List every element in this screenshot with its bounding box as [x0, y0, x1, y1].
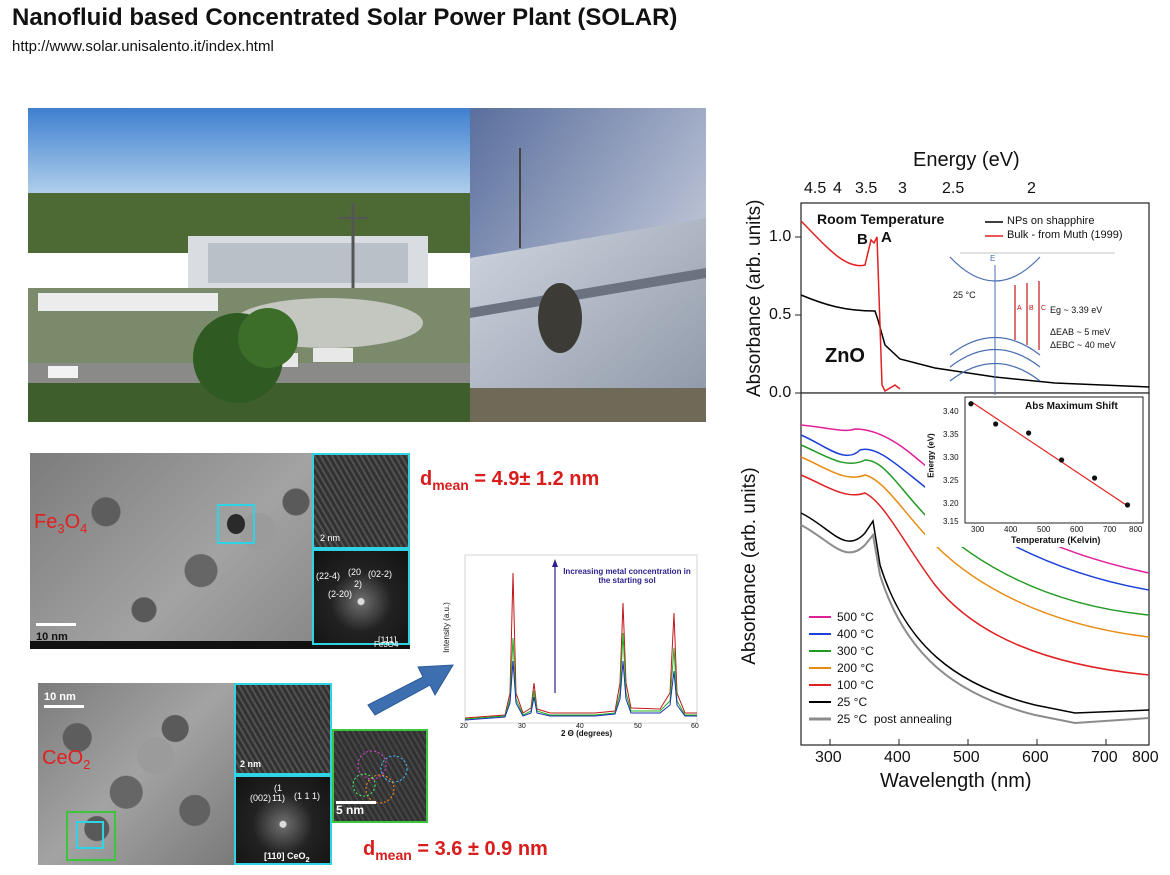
legend-100: 100 °C — [837, 678, 874, 692]
legend-bulk: Bulk - from Muth (1999) — [1007, 229, 1123, 241]
legend-25-annealed: 25 °C post annealing — [837, 712, 952, 726]
fe3o4-dmean: dmean = 4.9± 1.2 nm — [420, 468, 600, 493]
fe3o4-phase-label: Fe3O4 — [374, 640, 399, 649]
shift-data-point — [1058, 457, 1065, 463]
zno-absorbance-chart: Energy (eV) 4.5 4 3.5 3 2.5 2 — [739, 149, 1159, 792]
ceo2-zone-axis: [110] CeO2 — [264, 851, 310, 864]
shift-data-point — [968, 401, 974, 407]
fit-line — [970, 401, 1128, 507]
fe3o4-inset-scale: 2 nm — [320, 533, 341, 543]
top-ylabel: Absorbance (arb. units) — [744, 199, 765, 398]
ceo2-scalebar: 10 nm — [44, 687, 84, 708]
fe3o4-scalebar: 10 nm — [36, 623, 76, 645]
fe3o4-label: Fe3O4 — [34, 511, 88, 536]
ceo2-label: CeO2 — [42, 747, 91, 772]
page-title: Nanofluid based Concentrated Solar Power… — [12, 4, 678, 31]
shift-data-point — [1091, 475, 1098, 481]
legend-200: 200 °C — [837, 661, 874, 675]
legend-25: 25 °C — [837, 695, 868, 709]
legend-nps: NPs on shapphire — [1007, 215, 1095, 227]
abs-max-shift-inset: Abs Maximum Shift Temperature (Kelvin) E… — [925, 395, 1147, 547]
xrd-ylabel: Intensity (a.u.) — [441, 602, 451, 653]
shift-data-point — [1026, 430, 1032, 436]
parabolic-mirror-photo — [470, 108, 706, 422]
ceo2-green-box — [66, 811, 116, 861]
peak-b-label: B — [857, 231, 868, 248]
wavelength-axis-title: Wavelength (nm) — [880, 770, 1032, 792]
xrd-plot: Increasing metal concentration in the st… — [442, 553, 701, 738]
arrow-icon — [367, 664, 454, 716]
fe3o4-tem-image: Fe3O4 10 nm 2 nm (22-4) (20 (02-2) 2) (2… — [30, 453, 410, 649]
fe3o4-zone-axis: [111] — [378, 635, 397, 645]
ceo2-tem-image: 10 nm CeO2 — [38, 683, 234, 865]
solar-plant-photo — [28, 108, 470, 422]
fe3o4-fft-inset: (22-4) (20 (02-2) 2) (2-20) [111] — [312, 549, 410, 645]
ceo2-particle-inset: 5 nm — [332, 729, 428, 823]
fe3o4-selection-box — [217, 504, 255, 544]
ceo2-hrtem-inset: 2 nm — [234, 683, 332, 775]
peak-a-label: A — [881, 229, 892, 246]
legend-300: 300 °C — [837, 644, 874, 658]
fe3o4-hrtem-inset: 2 nm — [312, 453, 410, 549]
source-url[interactable]: http://www.solar.unisalento.it/index.htm… — [12, 38, 274, 55]
room-temperature-label: Room Temperature — [817, 211, 945, 227]
ceo2-fft-inset: (002) (1 1̄1) (1 1 1) [110] CeO2 — [234, 775, 332, 865]
legend-500: 500 °C — [837, 610, 874, 624]
energy-axis-title: Energy (eV) — [913, 149, 1020, 171]
ceo2-dmean: dmean = 3.6 ± 0.9 nm — [363, 838, 548, 863]
legend-400: 400 °C — [837, 627, 874, 641]
xrd-xlabel: 2 Θ (degrees) — [561, 729, 613, 738]
ceo2-cyan-box — [76, 821, 104, 849]
bottom-ylabel: Absorbance (arb. units) — [739, 467, 760, 665]
shift-data-point — [1124, 502, 1131, 508]
shift-data-point — [993, 421, 999, 427]
xrd-annotation: Increasing metal concentration in the st… — [563, 567, 691, 586]
material-label: ZnO — [825, 345, 865, 367]
